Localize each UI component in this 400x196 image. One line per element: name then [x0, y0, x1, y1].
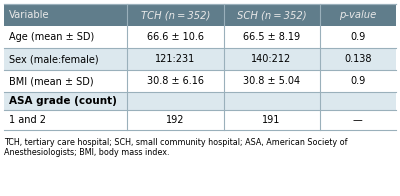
Text: 30.8 ± 5.04: 30.8 ± 5.04 [243, 76, 300, 86]
Text: —: — [353, 115, 363, 125]
Bar [4, 48, 396, 70]
Text: Age (mean ± SD): Age (mean ± SD) [9, 32, 94, 42]
Text: 121:231: 121:231 [155, 54, 196, 64]
Text: Sex (male:female): Sex (male:female) [9, 54, 99, 64]
Text: 0.9: 0.9 [350, 32, 366, 42]
Text: TCH (n = 352): TCH (n = 352) [141, 10, 210, 20]
Text: 192: 192 [166, 115, 185, 125]
Bar [4, 110, 396, 130]
Text: 30.8 ± 6.16: 30.8 ± 6.16 [147, 76, 204, 86]
Text: 0.9: 0.9 [350, 76, 366, 86]
Bar [4, 70, 396, 92]
Bar [4, 26, 396, 48]
Text: 140:212: 140:212 [252, 54, 292, 64]
Text: SCH (n = 352): SCH (n = 352) [237, 10, 306, 20]
Text: p-value: p-value [339, 10, 376, 20]
Text: ASA grade (count): ASA grade (count) [9, 96, 117, 106]
Text: TCH, tertiary care hospital; SCH, small community hospital; ASA, American Societ: TCH, tertiary care hospital; SCH, small … [4, 138, 348, 157]
Text: 1 and 2: 1 and 2 [9, 115, 46, 125]
Bar [4, 92, 396, 110]
Text: 66.5 ± 8.19: 66.5 ± 8.19 [243, 32, 300, 42]
Text: 66.6 ± 10.6: 66.6 ± 10.6 [147, 32, 204, 42]
Text: 191: 191 [262, 115, 281, 125]
Text: BMI (mean ± SD): BMI (mean ± SD) [9, 76, 94, 86]
Text: Variable: Variable [9, 10, 50, 20]
Text: 0.138: 0.138 [344, 54, 372, 64]
Bar [4, 4, 396, 26]
